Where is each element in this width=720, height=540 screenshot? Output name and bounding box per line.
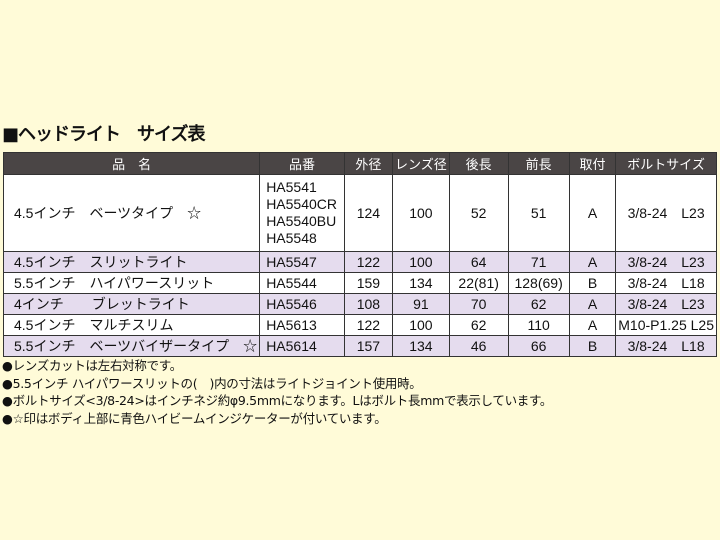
table-row: 4.5インチ スリットライト HA5547 122 100 64 71 A 3/8-24 L2… xyxy=(2,251,717,273)
size-table: 品 名 品番 外径 レンズ径 後長 前長 取付 ボルトサイズ 4.5インチ ベー… xyxy=(2,152,717,357)
lens-diameter: 134 xyxy=(392,272,450,294)
page-title: ■ヘッドライト サイズ表 xyxy=(2,124,205,145)
part-number-item: HA5540CR xyxy=(266,196,338,212)
bolt-size: 3/8-24 L23 xyxy=(615,293,717,315)
header-row: 品 名 品番 外径 レンズ径 後長 前長 取付 ボルトサイズ xyxy=(2,152,717,175)
product-name: 4.5インチ ベーツタイプ ☆ xyxy=(2,174,261,252)
rear-length: 70 xyxy=(448,293,509,315)
outer-diameter: 108 xyxy=(343,293,394,315)
outer-diameter: 157 xyxy=(343,335,394,357)
table-row: 4.5インチ ベーツタイプ ☆ HA5541 HA5540CR HA5540BU HA5… xyxy=(2,174,717,252)
bolt-size: 3/8-24 L18 xyxy=(615,335,717,357)
outer-diameter: 122 xyxy=(343,251,394,273)
outer-diameter: 124 xyxy=(343,174,394,252)
product-name: 5.5インチ ベーツバイザータイプ ☆ xyxy=(2,335,261,357)
part-number-item: HA5613 xyxy=(266,316,317,333)
lens-diameter: 134 xyxy=(392,335,450,357)
col-header: 外径 xyxy=(343,152,394,175)
part-number-item: HA5540BU xyxy=(266,213,337,229)
part-number-item: HA5541 xyxy=(266,179,317,195)
part-number: HA5541 HA5540CR HA5540BU HA5548 xyxy=(259,174,345,252)
note: ●レンズカットは左右対称です。 xyxy=(2,358,182,373)
part-number: HA5544 xyxy=(259,272,345,294)
rear-length: 52 xyxy=(448,174,509,252)
product-name: 5.5インチ ハイパワースリット xyxy=(2,272,261,294)
mount-type: B xyxy=(568,272,617,294)
note: ●☆印はボディ上部に青色ハイビームインジケーターが付いています。 xyxy=(2,410,387,426)
bolt-size: 3/8-24 L18 xyxy=(615,272,717,294)
note: ●5.5インチ ハイパワースリットの( )内の寸法はライトジョイント使用時。 xyxy=(2,375,422,391)
part-number-item: HA5544 xyxy=(266,274,317,291)
rear-length: 64 xyxy=(448,251,509,273)
lens-diameter: 91 xyxy=(392,293,450,315)
part-number: HA5547 xyxy=(259,251,345,273)
mount-type: A xyxy=(568,293,617,315)
note: ●ボルトサイズ<3/8-24>はインチネジ約φ9.5mmになります。Lはボルト長… xyxy=(2,393,553,408)
lens-diameter: 100 xyxy=(392,314,450,336)
mount-type: B xyxy=(568,335,617,357)
front-length: 71 xyxy=(507,251,570,273)
product-name: 4インチ ブレットライト xyxy=(2,293,261,315)
outer-diameter: 159 xyxy=(343,272,394,294)
mount-type: A xyxy=(568,174,617,252)
col-header: レンズ径 xyxy=(392,152,450,175)
part-number-item: HA5546 xyxy=(266,295,317,312)
mount-type: A xyxy=(568,251,617,273)
part-number: HA5613 xyxy=(259,314,345,336)
part-number-item: HA5614 xyxy=(266,337,317,354)
outer-diameter: 122 xyxy=(343,314,394,336)
rear-length: 62 xyxy=(448,314,509,336)
product-name: 4.5インチ スリットライト xyxy=(2,251,261,273)
bolt-size: M10-P1.25 L25 xyxy=(615,314,717,336)
table-row: 4インチ ブレットライト HA5546 108 91 70 62 A 3/8-24 L23 xyxy=(2,293,717,315)
col-header: ボルトサイズ xyxy=(615,152,717,175)
front-length: 62 xyxy=(507,293,570,315)
part-number-item: HA5547 xyxy=(266,253,317,270)
mount-type: A xyxy=(568,314,617,336)
lens-diameter: 100 xyxy=(392,174,450,252)
col-header: 品番 xyxy=(259,152,345,175)
table-row: 4.5インチ マルチスリム HA5613 122 100 62 110 A M10-P1.25… xyxy=(2,314,717,336)
bolt-size: 3/8-24 L23 xyxy=(615,251,717,273)
part-number: HA5546 xyxy=(259,293,345,315)
table-row: 5.5インチ ハイパワースリット HA5544 159 134 22(81) 128(69… xyxy=(2,272,717,294)
product-name: 4.5インチ マルチスリム xyxy=(2,314,261,336)
notes: ●レンズカットは左右対称です。 ●5.5インチ ハイパワースリットの( )内の寸… xyxy=(2,357,552,427)
front-length: 128(69) xyxy=(507,272,570,294)
part-number-item: HA5548 xyxy=(266,230,317,246)
col-header: 取付 xyxy=(568,152,617,175)
front-length: 51 xyxy=(507,174,570,252)
table-row: 5.5インチ ベーツバイザータイプ ☆ HA5614 157 134 46 66 B 3/8-… xyxy=(2,335,717,357)
rear-length: 22(81) xyxy=(448,272,509,294)
lens-diameter: 100 xyxy=(392,251,450,273)
front-length: 110 xyxy=(507,314,570,336)
col-header: 前長 xyxy=(507,152,570,175)
col-header: 品 名 xyxy=(2,152,261,175)
rear-length: 46 xyxy=(448,335,509,357)
col-header: 後長 xyxy=(448,152,509,175)
bolt-size: 3/8-24 L23 xyxy=(615,174,717,252)
front-length: 66 xyxy=(507,335,570,357)
part-number: HA5614 xyxy=(259,335,345,357)
